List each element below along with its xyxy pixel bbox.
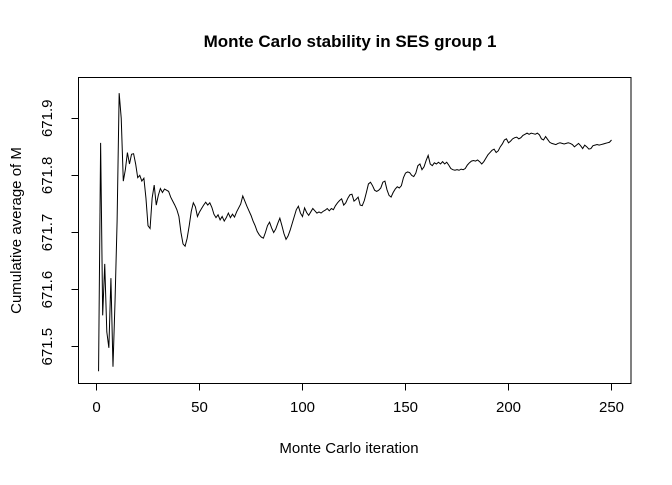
x-tick-label: 250 bbox=[599, 399, 624, 416]
x-tick-label: 150 bbox=[393, 399, 418, 416]
y-tick-label: 671.6 bbox=[39, 271, 56, 309]
data-line-cumulative-average bbox=[98, 93, 612, 372]
y-axis: 671.5 671.6 671.7 671.8 671.9 bbox=[39, 100, 79, 366]
y-tick-label: 671.9 bbox=[39, 100, 56, 138]
x-axis: 0 50 100 150 200 250 bbox=[92, 383, 624, 416]
x-tick-label: 200 bbox=[496, 399, 521, 416]
x-axis-label: Monte Carlo iteration bbox=[279, 440, 418, 457]
chart-title: Monte Carlo stability in SES group 1 bbox=[204, 32, 497, 51]
x-tick-label: 100 bbox=[290, 399, 315, 416]
y-tick-label: 671.8 bbox=[39, 157, 56, 195]
x-tick-label: 0 bbox=[92, 399, 100, 416]
y-tick-label: 671.7 bbox=[39, 214, 56, 252]
y-axis-label: Cumulative average of M bbox=[8, 147, 25, 314]
x-tick-label: 50 bbox=[191, 399, 208, 416]
y-tick-label: 671.5 bbox=[39, 328, 56, 366]
plot-box-border bbox=[78, 77, 632, 384]
